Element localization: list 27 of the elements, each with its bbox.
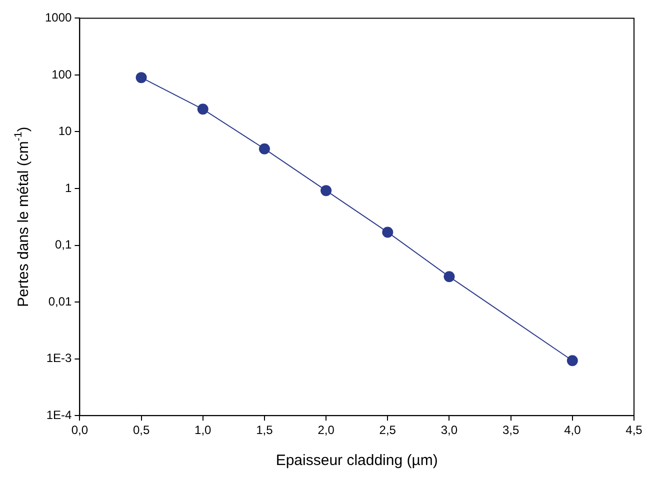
point [444, 271, 455, 282]
x-tick-label: 3,5 [502, 423, 520, 438]
x-tick-label: 0,0 [71, 423, 88, 438]
point [197, 104, 208, 115]
point [136, 72, 147, 84]
y-tick-label: 0,1 [55, 238, 72, 252]
y-tick-label: 1 [65, 180, 72, 195]
x-tick-label: 4,5 [626, 423, 643, 438]
y-tick-label: 0,01 [48, 294, 72, 308]
x-tick-label: 3,0 [440, 423, 458, 438]
y-tick-label: 1E-3 [46, 351, 72, 366]
x-axis-title: Epaisseur cladding (µm) [276, 452, 438, 470]
y-tick-label: 1E-4 [46, 408, 72, 422]
x-tick-label: 1,0 [194, 423, 212, 438]
y-tick-label: 100 [52, 67, 72, 82]
point [382, 226, 394, 238]
x-tick-label: 2,0 [318, 423, 335, 438]
x-tick-label: 1,5 [256, 423, 274, 438]
x-tick-label: 4,0 [564, 423, 582, 438]
y-tick-label: 1000 [44, 10, 72, 25]
point [320, 185, 332, 196]
y-tick-label: 10 [58, 124, 72, 138]
x-tick-label: 2,5 [379, 423, 396, 438]
x-tick-label: 0,5 [132, 423, 150, 438]
point [566, 355, 578, 366]
point [258, 143, 270, 154]
y-axis-title: Pertes dans le métal (cm-1) [12, 126, 32, 308]
